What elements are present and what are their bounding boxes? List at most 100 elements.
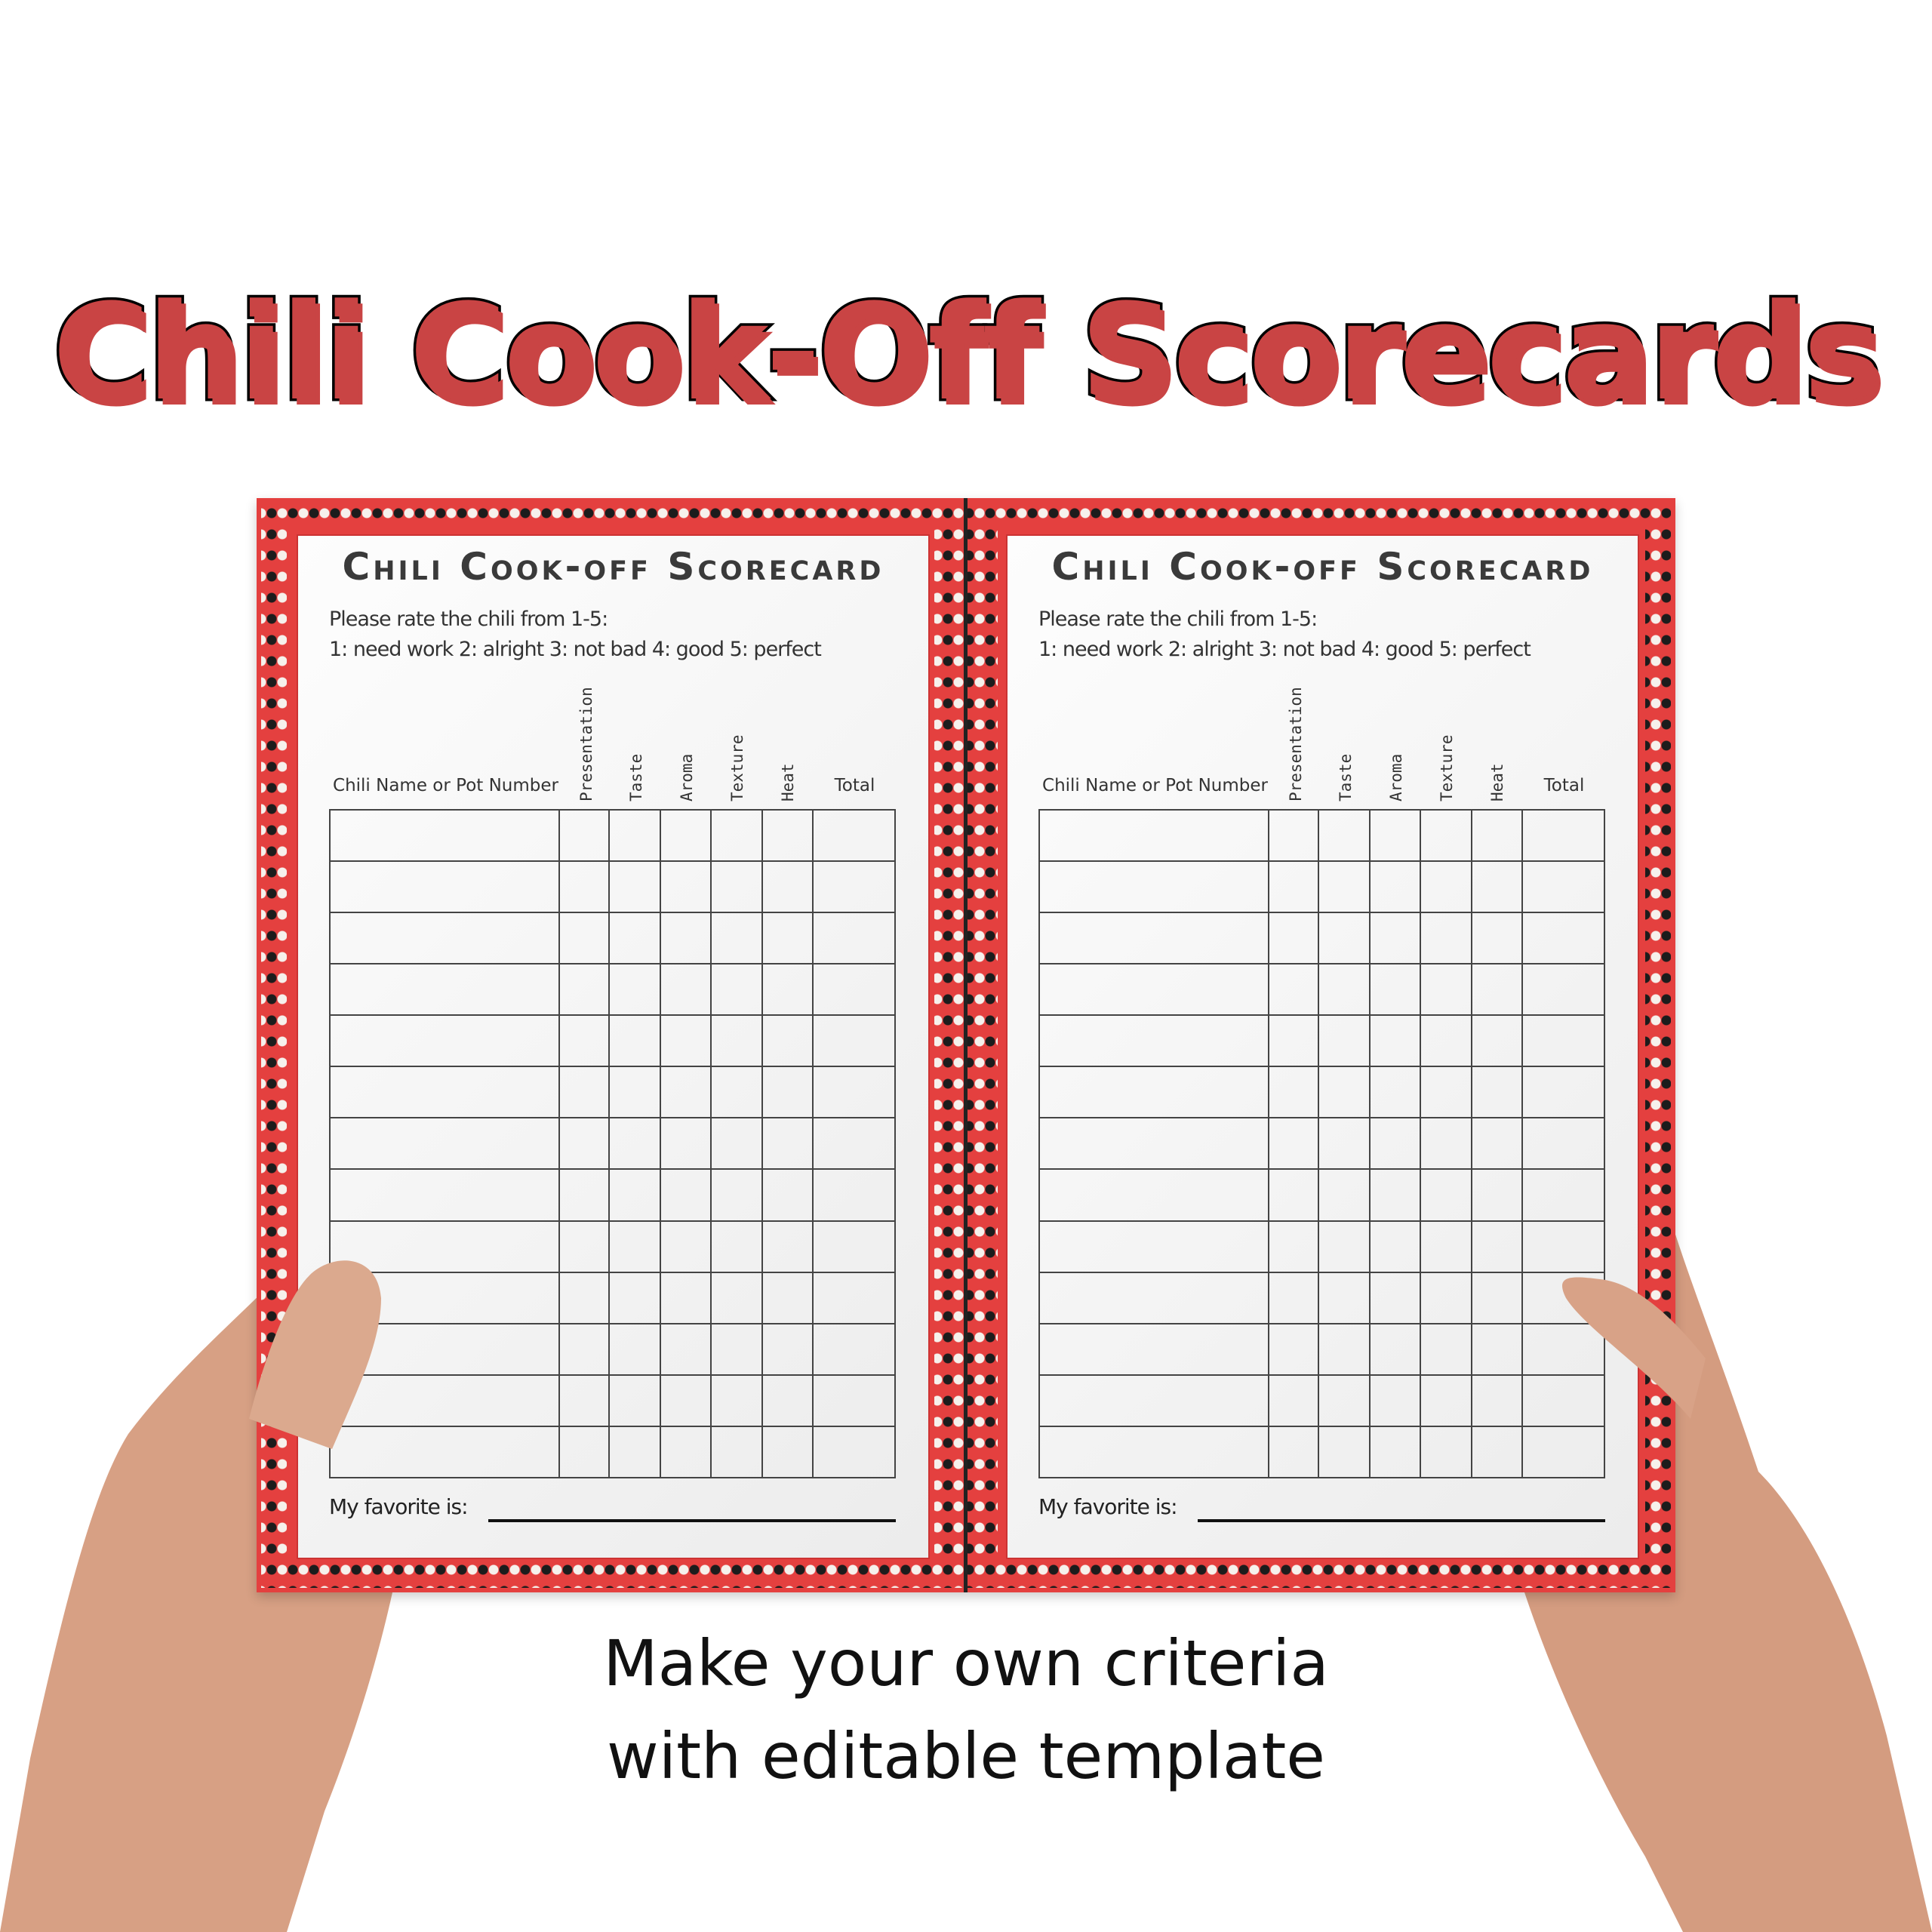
score-cell[interactable] (1470, 1066, 1524, 1119)
score-cell[interactable] (1318, 860, 1371, 914)
chili-name-cell[interactable] (1038, 860, 1270, 914)
score-cell[interactable] (558, 1014, 611, 1068)
score-cell[interactable] (1368, 912, 1422, 965)
score-cell[interactable] (659, 1168, 712, 1222)
score-cell[interactable] (1268, 1271, 1320, 1324)
score-cell[interactable] (1318, 963, 1371, 1017)
chili-name-cell[interactable] (328, 1425, 561, 1479)
total-cell[interactable] (1521, 1014, 1605, 1068)
score-cell[interactable] (608, 860, 661, 914)
total-cell[interactable] (812, 1066, 896, 1119)
score-cell[interactable] (1368, 1220, 1422, 1273)
chili-name-cell[interactable] (328, 1117, 561, 1171)
score-cell[interactable] (761, 1425, 814, 1479)
total-cell[interactable] (1521, 1168, 1605, 1222)
total-cell[interactable] (812, 1117, 896, 1171)
score-cell[interactable] (659, 1322, 712, 1376)
score-cell[interactable] (608, 1117, 661, 1171)
chili-name-cell[interactable] (328, 912, 561, 965)
score-cell[interactable] (1420, 1168, 1472, 1222)
score-cell[interactable] (608, 1271, 661, 1324)
score-cell[interactable] (659, 1014, 712, 1068)
score-cell[interactable] (608, 1220, 661, 1273)
score-cell[interactable] (659, 1425, 712, 1479)
score-cell[interactable] (1368, 1168, 1422, 1222)
score-cell[interactable] (1268, 1322, 1320, 1376)
score-cell[interactable] (1368, 1117, 1422, 1171)
score-cell[interactable] (608, 963, 661, 1017)
score-cell[interactable] (1318, 912, 1371, 965)
score-cell[interactable] (1420, 912, 1472, 965)
score-cell[interactable] (1268, 808, 1320, 863)
score-cell[interactable] (558, 1374, 611, 1427)
score-cell[interactable] (1420, 963, 1472, 1017)
score-cell[interactable] (710, 1271, 763, 1324)
chili-name-cell[interactable] (328, 1168, 561, 1222)
score-cell[interactable] (1368, 1014, 1422, 1068)
score-cell[interactable] (1420, 1117, 1472, 1171)
total-cell[interactable] (812, 1374, 896, 1427)
total-cell[interactable] (812, 1220, 896, 1273)
score-cell[interactable] (608, 1014, 661, 1068)
score-cell[interactable] (1268, 963, 1320, 1017)
score-cell[interactable] (1368, 1322, 1422, 1376)
total-cell[interactable] (812, 1014, 896, 1068)
score-cell[interactable] (761, 808, 814, 863)
score-cell[interactable] (558, 1117, 611, 1171)
score-cell[interactable] (558, 860, 611, 914)
total-cell[interactable] (1521, 1374, 1605, 1427)
score-cell[interactable] (1420, 1271, 1472, 1324)
score-cell[interactable] (761, 963, 814, 1017)
score-cell[interactable] (1318, 1374, 1371, 1427)
score-cell[interactable] (558, 1168, 611, 1222)
score-cell[interactable] (1470, 1425, 1524, 1479)
score-cell[interactable] (761, 1322, 814, 1376)
chili-name-cell[interactable] (328, 1220, 561, 1273)
total-cell[interactable] (812, 912, 896, 965)
score-cell[interactable] (608, 912, 661, 965)
score-cell[interactable] (659, 1374, 712, 1427)
score-cell[interactable] (1420, 1425, 1472, 1479)
score-cell[interactable] (761, 1271, 814, 1324)
score-cell[interactable] (761, 1117, 814, 1171)
total-cell[interactable] (812, 1425, 896, 1479)
chili-name-cell[interactable] (328, 808, 561, 863)
score-cell[interactable] (1318, 1066, 1371, 1119)
score-cell[interactable] (1318, 1014, 1371, 1068)
score-cell[interactable] (608, 1066, 661, 1119)
score-cell[interactable] (1268, 1374, 1320, 1427)
score-cell[interactable] (710, 1220, 763, 1273)
chili-name-cell[interactable] (1038, 1168, 1270, 1222)
total-cell[interactable] (812, 1271, 896, 1324)
score-cell[interactable] (710, 1425, 763, 1479)
score-cell[interactable] (1318, 808, 1371, 863)
chili-name-cell[interactable] (1038, 1322, 1270, 1376)
score-cell[interactable] (761, 860, 814, 914)
score-cell[interactable] (558, 912, 611, 965)
score-cell[interactable] (710, 963, 763, 1017)
score-cell[interactable] (1318, 1322, 1371, 1376)
score-cell[interactable] (1420, 1066, 1472, 1119)
score-cell[interactable] (1470, 1322, 1524, 1376)
score-cell[interactable] (1368, 1271, 1422, 1324)
score-cell[interactable] (1420, 1014, 1472, 1068)
score-cell[interactable] (1470, 963, 1524, 1017)
chili-name-cell[interactable] (1038, 1271, 1270, 1324)
chili-name-cell[interactable] (1038, 1014, 1270, 1068)
score-cell[interactable] (710, 912, 763, 965)
score-cell[interactable] (1470, 1271, 1524, 1324)
total-cell[interactable] (812, 860, 896, 914)
score-cell[interactable] (710, 808, 763, 863)
score-cell[interactable] (1268, 1168, 1320, 1222)
score-cell[interactable] (558, 1066, 611, 1119)
score-cell[interactable] (1318, 1117, 1371, 1171)
score-cell[interactable] (659, 912, 712, 965)
total-cell[interactable] (812, 808, 896, 863)
total-cell[interactable] (1521, 1220, 1605, 1273)
chili-name-cell[interactable] (328, 1374, 561, 1427)
favorite-input-line[interactable] (488, 1519, 896, 1522)
score-cell[interactable] (1368, 808, 1422, 863)
score-cell[interactable] (1368, 860, 1422, 914)
score-cell[interactable] (659, 808, 712, 863)
chili-name-cell[interactable] (1038, 963, 1270, 1017)
